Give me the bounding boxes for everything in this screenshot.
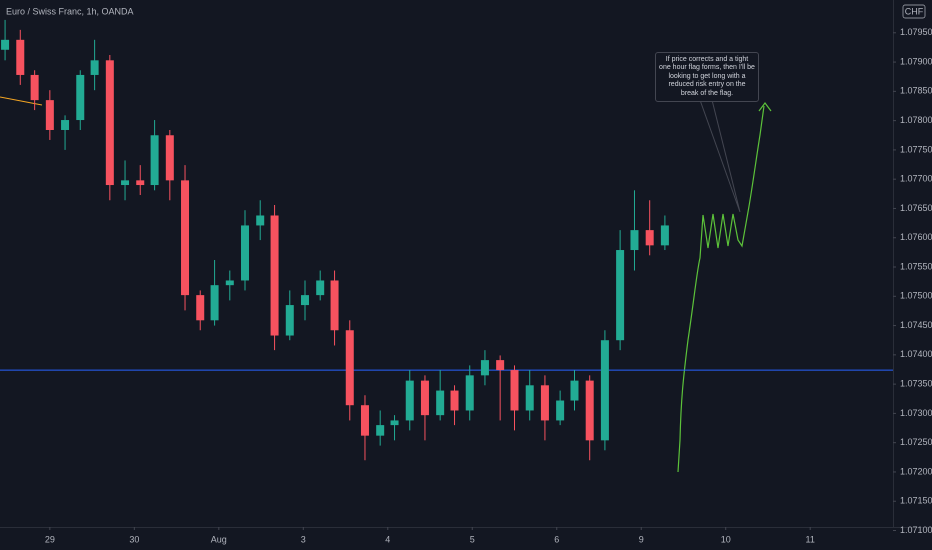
y-tick-label: 1.07150 <box>900 496 932 506</box>
candle-body <box>210 285 219 321</box>
x-tick-label: 6 <box>554 534 559 544</box>
candle-body <box>241 225 250 281</box>
y-tick-label: 1.07450 <box>900 320 932 330</box>
candle-body <box>285 305 294 336</box>
y-tick-label: 1.07950 <box>900 27 932 37</box>
candle-body <box>616 250 625 341</box>
x-tick-label: 5 <box>470 534 475 544</box>
x-tick-label: 4 <box>385 534 390 544</box>
candle-body <box>420 380 429 416</box>
candle-body <box>465 375 474 411</box>
y-tick-label: 1.07350 <box>900 378 932 388</box>
candle-body <box>510 370 519 411</box>
candle-body <box>45 100 54 130</box>
candle-body <box>600 340 609 441</box>
y-tick-label: 1.07700 <box>900 174 932 184</box>
x-tick-label: 29 <box>45 534 55 544</box>
candle-body <box>316 280 325 296</box>
candle-body <box>30 74 39 101</box>
candle-body <box>330 280 339 331</box>
candle-body <box>660 225 669 246</box>
candle-body <box>630 230 639 251</box>
y-tick-label: 1.07800 <box>900 115 932 125</box>
candle-body <box>525 385 534 411</box>
y-tick-label: 1.07300 <box>900 408 932 418</box>
candle-body <box>270 215 279 336</box>
candle-body <box>181 180 190 296</box>
candle-body <box>150 135 159 186</box>
candle-body <box>121 180 130 186</box>
candle-body <box>90 60 99 75</box>
candle-body <box>360 405 369 436</box>
y-tick-label: 1.07600 <box>900 232 932 242</box>
candle-body <box>300 295 309 306</box>
candle-body <box>436 390 445 416</box>
candle-body <box>570 380 579 401</box>
candle-body <box>480 360 489 376</box>
x-tick-label: 9 <box>639 534 644 544</box>
candle-body <box>540 385 549 421</box>
y-tick-label: 1.07100 <box>900 525 932 535</box>
currency-label: CHF <box>905 6 924 16</box>
y-tick-label: 1.07650 <box>900 203 932 213</box>
x-tick-label: 3 <box>301 534 306 544</box>
y-tick-label: 1.07750 <box>900 144 932 154</box>
y-tick-label: 1.07250 <box>900 437 932 447</box>
x-tick-label: 30 <box>129 534 139 544</box>
y-tick-label: 1.07850 <box>900 86 932 96</box>
candle-body <box>256 215 265 226</box>
candle-body <box>405 380 414 421</box>
candle-body <box>450 390 459 411</box>
x-tick-label: 10 <box>721 534 731 544</box>
candle-body <box>16 39 25 75</box>
y-tick-label: 1.07900 <box>900 56 932 66</box>
annotation: If price corrects and a tight one hour f… <box>655 52 759 103</box>
y-tick-label: 1.07550 <box>900 261 932 271</box>
candle-body <box>1 39 10 50</box>
candle-body <box>556 400 565 421</box>
candle-body <box>345 330 354 406</box>
projection-path <box>677 105 765 473</box>
chart-title: Euro / Swiss Franc, 1h, OANDA <box>6 6 134 16</box>
candle-body <box>61 120 70 130</box>
candle-body <box>376 425 385 436</box>
projection-arrow <box>758 102 772 112</box>
candle-body <box>196 295 205 321</box>
y-tick-label: 1.07400 <box>900 349 932 359</box>
candle-body <box>585 380 594 441</box>
candle-body <box>390 420 399 426</box>
candle-body <box>105 60 114 186</box>
currency-box <box>902 4 926 19</box>
candle-body <box>225 280 234 286</box>
x-tick-label: Aug <box>211 534 227 544</box>
candle-body <box>496 360 505 371</box>
candle-body <box>136 180 145 186</box>
candle-body <box>76 74 85 121</box>
y-tick-label: 1.07200 <box>900 466 932 476</box>
x-tick-label: 11 <box>806 534 815 544</box>
candle-body <box>165 135 174 181</box>
y-tick-label: 1.07500 <box>900 291 932 301</box>
candle-body <box>645 230 654 246</box>
